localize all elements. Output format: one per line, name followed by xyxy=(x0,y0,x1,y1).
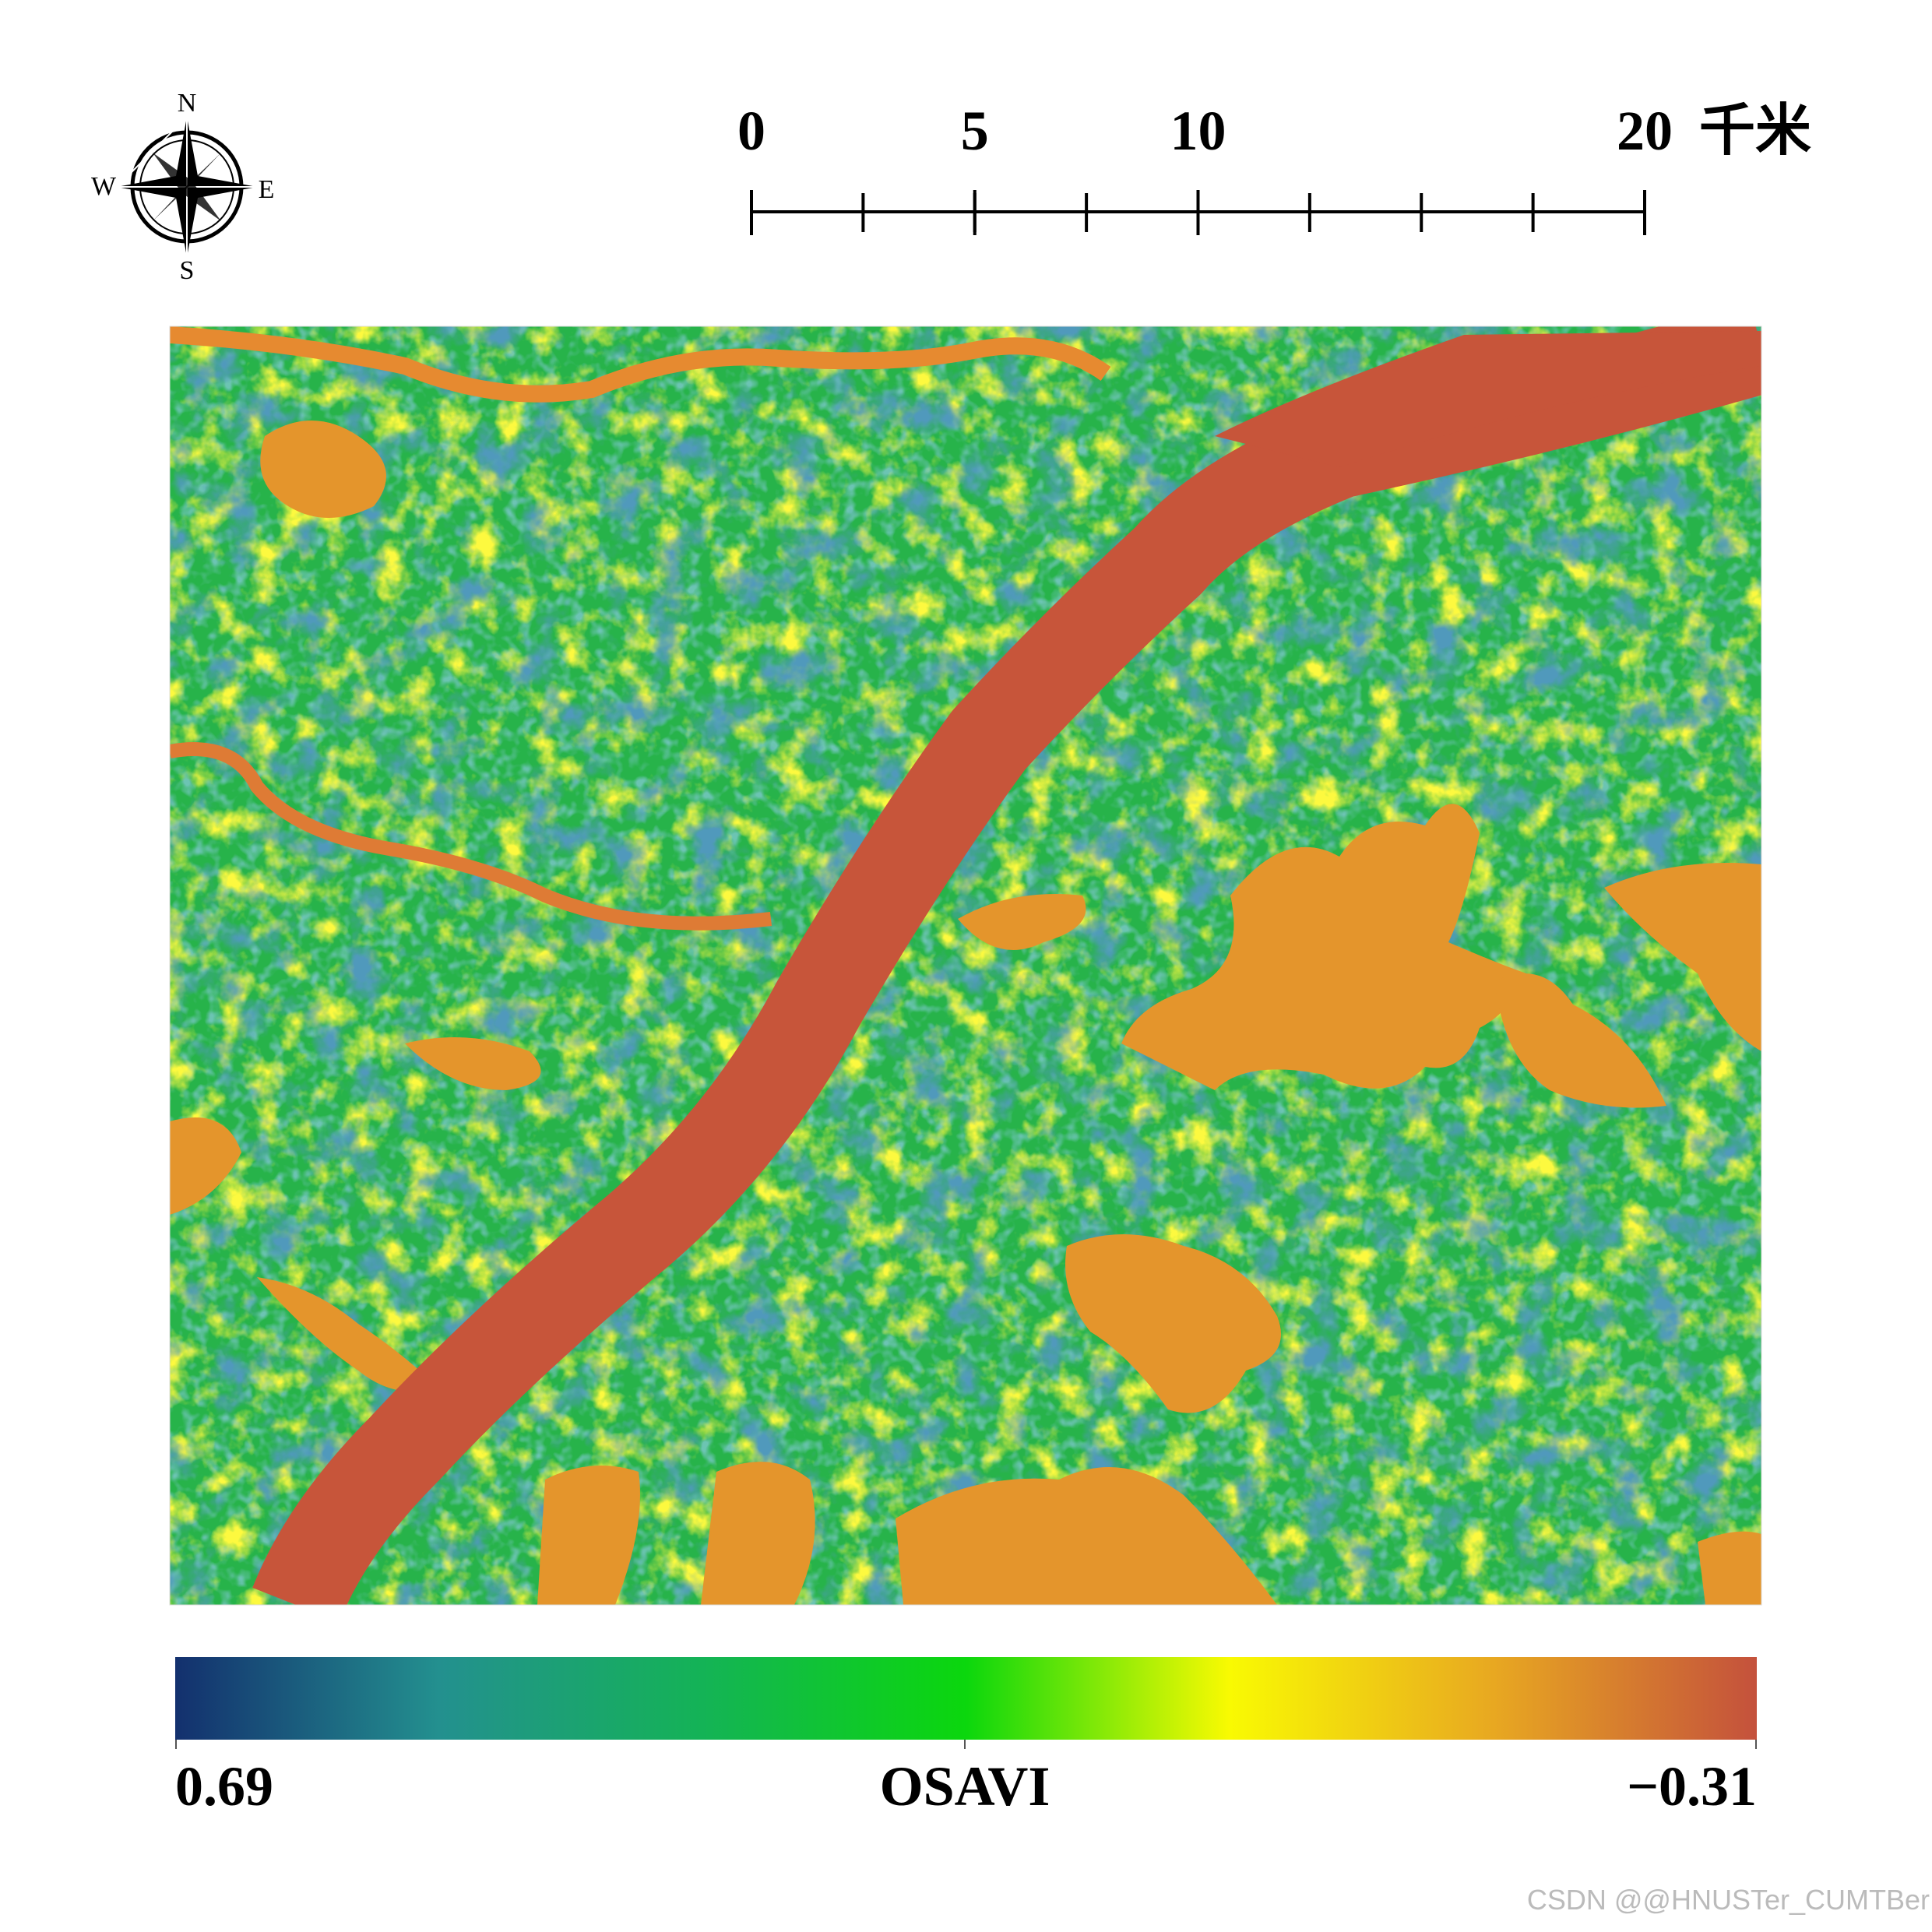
colorbar xyxy=(175,1657,1757,1740)
colorbar-min-label: −0.31 xyxy=(1627,1755,1757,1818)
scale-unit: 千米 xyxy=(1699,97,1811,163)
watermark: CSDN @@HNUSTer_CUMTBer xyxy=(1527,1884,1930,1916)
colorbar-max-label: 0.69 xyxy=(175,1755,273,1818)
scale-label: 20 xyxy=(1617,100,1673,162)
compass-north: N xyxy=(178,89,197,118)
scale-label: 10 xyxy=(1170,100,1226,162)
colorbar-title: OSAVI xyxy=(880,1755,1050,1818)
osavi-map xyxy=(170,326,1761,1605)
compass-west: W xyxy=(91,172,117,201)
compass-east: E xyxy=(259,175,275,204)
scale-label: 5 xyxy=(961,100,989,162)
compass-south: S xyxy=(180,256,195,285)
scale-label: 0 xyxy=(737,100,765,162)
scale-bar: 0 5 10 20 千米 xyxy=(737,97,1811,235)
compass: N S W E xyxy=(91,89,274,285)
